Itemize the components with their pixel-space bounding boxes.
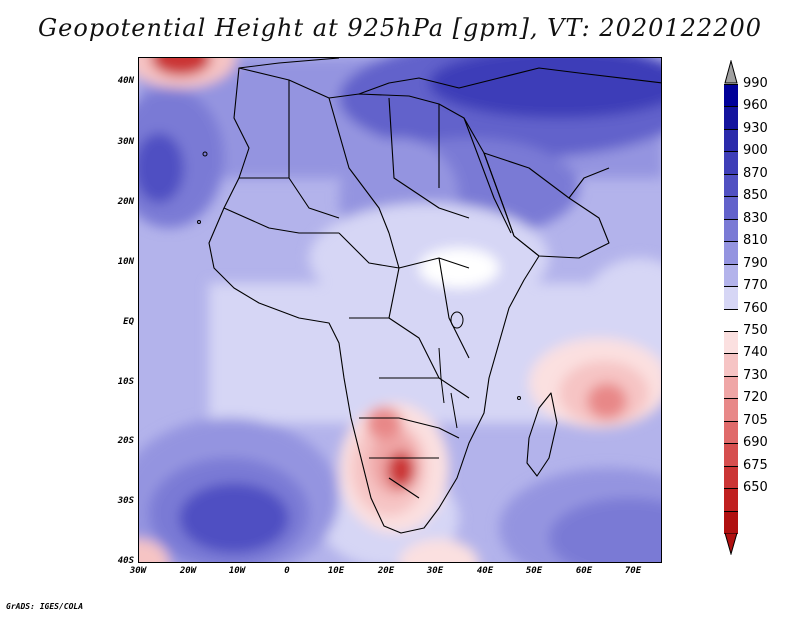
colorbar-label: 990 [743, 76, 768, 91]
colorbar-swatch [724, 128, 738, 153]
colorbar-label: 730 [743, 367, 768, 383]
colorbar-label: 850 [743, 188, 768, 204]
credit-text: GrADS: IGES/COLA [6, 602, 84, 611]
colorbar-label: 750 [743, 322, 768, 338]
lon-label: 0 [284, 566, 290, 576]
colorbar-label: 740 [743, 345, 768, 361]
colorbar-label: 705 [743, 412, 768, 428]
colorbar-label: 690 [743, 435, 768, 451]
colorbar-label: 900 [743, 143, 768, 159]
lon-label: 20E [377, 566, 395, 576]
lat-label: 40S [117, 556, 134, 566]
colorbar-over-triangle [724, 60, 738, 84]
colorbar-swatch [724, 443, 738, 467]
coastlines [208, 58, 661, 534]
colorbar-swatch [724, 84, 738, 108]
colorbar-label: 770 [743, 278, 768, 294]
lat-label: EQ [123, 317, 134, 327]
lat-label: 20N [117, 197, 134, 207]
lat-label: 40N [117, 76, 134, 86]
lon-label: 40E [476, 566, 494, 576]
lakes [197, 151, 521, 429]
lon-label: 50E [525, 566, 543, 576]
colorbar-swatch [724, 510, 738, 534]
colorbar-label: 810 [743, 233, 768, 249]
colorbar-segments [724, 84, 738, 534]
lon-label: 30E [426, 566, 444, 576]
colorbar-swatch [724, 218, 738, 243]
colorbar-label: 830 [743, 210, 768, 226]
colorbar-label: 870 [743, 165, 768, 181]
colorbar-swatch [724, 465, 738, 490]
colorbar-swatch [724, 308, 738, 332]
lon-label: 60E [575, 566, 593, 576]
colorbar-label: 790 [743, 255, 768, 271]
colorbar-label: 960 [743, 98, 768, 114]
colorbar-label: 720 [743, 390, 768, 406]
colorbar-swatch [724, 241, 738, 265]
colorbar-swatch [724, 353, 738, 377]
colorbar-label: 760 [743, 300, 768, 316]
lat-label: 10N [117, 257, 134, 267]
lon-label: 70E [624, 566, 642, 576]
colorbar-label: 650 [743, 480, 768, 496]
colorbar-swatch [724, 106, 738, 130]
colorbar-swatch [724, 330, 738, 355]
colorbar-swatch [724, 375, 738, 400]
colorbar-swatch [724, 488, 738, 512]
lat-label: 10S [117, 377, 134, 387]
lat-label: 20S [117, 436, 134, 446]
map-panel [138, 57, 662, 563]
colorbar-label: 675 [743, 457, 768, 473]
colorbar-swatch [724, 420, 738, 445]
colorbar-swatch [724, 196, 738, 220]
lat-label: 30N [117, 137, 134, 147]
colorbar-swatch [724, 151, 738, 175]
map-title: Geopotential Height at 925hPa [gpm], VT:… [38, 14, 762, 42]
lon-label: 10W [228, 566, 246, 576]
colorbar-swatch [724, 398, 738, 422]
geopotential-field [139, 58, 661, 562]
lat-label: 30S [117, 496, 134, 506]
colorbar-under-triangle [724, 533, 738, 555]
colorbar-swatch [724, 173, 738, 198]
lon-label: 10E [327, 566, 345, 576]
colorbar-label: 930 [743, 120, 768, 136]
colorbar-swatch [724, 286, 738, 310]
colorbar-swatch [724, 263, 738, 288]
lon-label: 20W [179, 566, 197, 576]
lon-label: 30W [129, 566, 147, 576]
